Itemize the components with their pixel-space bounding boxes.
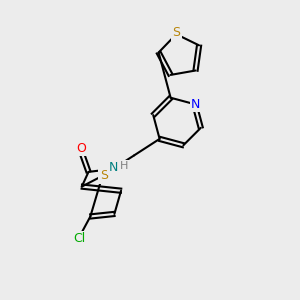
Text: S: S <box>100 169 108 182</box>
Text: N: N <box>108 161 118 174</box>
Text: Cl: Cl <box>74 232 86 245</box>
Text: H: H <box>120 161 129 172</box>
Text: N: N <box>191 98 201 111</box>
Text: S: S <box>172 26 180 39</box>
Text: O: O <box>76 142 86 155</box>
